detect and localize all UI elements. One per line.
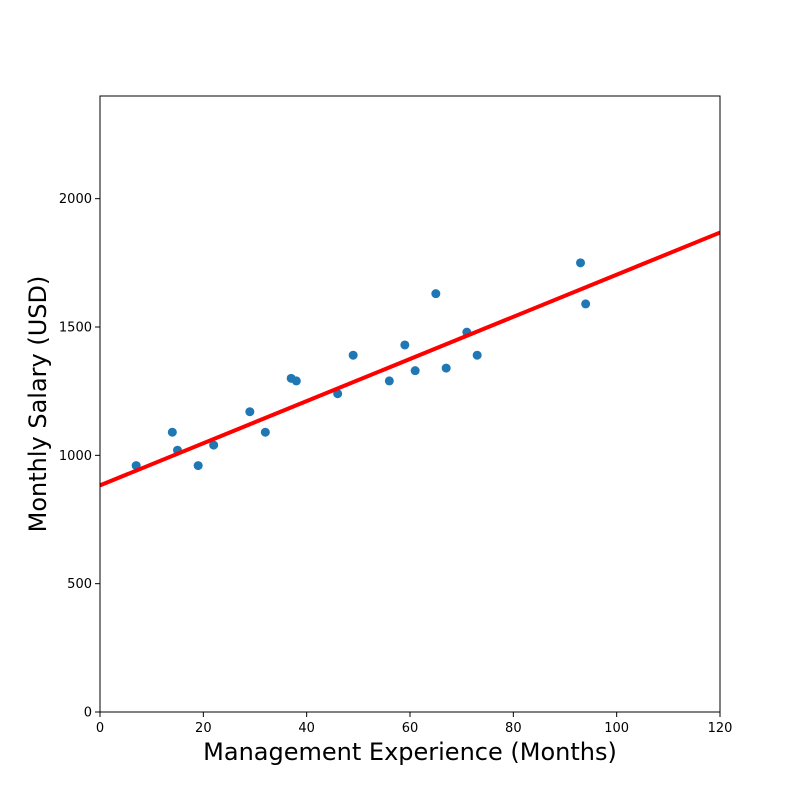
y-axis: 0 500 1000 1500 2000	[59, 192, 100, 721]
fit-line	[99, 230, 721, 488]
x-axis: 0 20 40 60 80 100 120	[96, 712, 733, 736]
y-tick-label: 2000	[59, 192, 92, 207]
x-tick-label: 120	[708, 721, 733, 736]
scatter-point	[193, 461, 203, 471]
scatter-point	[441, 363, 451, 373]
axes-frame	[99, 95, 721, 713]
scatter-point	[400, 340, 410, 350]
y-axis-label: Monthly Salary (USD)	[24, 276, 52, 533]
y-tick-label: 500	[67, 577, 92, 592]
x-axis-label: Management Experience (Months)	[203, 738, 617, 766]
scatter-point	[410, 366, 420, 376]
scatter-point	[348, 350, 358, 360]
scatter-point	[384, 376, 394, 386]
x-tick-label: 40	[298, 721, 315, 736]
x-tick-label: 100	[604, 721, 629, 736]
y-tick-label: 0	[84, 706, 92, 721]
x-tick-label: 20	[195, 721, 212, 736]
scatter-point	[581, 299, 591, 309]
y-tick-label: 1500	[59, 321, 92, 336]
plot-area	[99, 230, 721, 488]
x-tick-label: 80	[505, 721, 522, 736]
scatter-point	[431, 289, 441, 299]
x-tick-label: 60	[402, 721, 419, 736]
scatter-point	[209, 440, 219, 450]
scatter-point	[576, 258, 585, 268]
scatter-point	[245, 407, 255, 417]
x-tick-label: 0	[96, 721, 104, 736]
scatter-point	[260, 427, 270, 437]
y-tick-label: 1000	[59, 449, 92, 464]
scatter-point	[167, 427, 177, 437]
scatter-point	[472, 350, 482, 360]
scatter-point	[291, 376, 301, 386]
